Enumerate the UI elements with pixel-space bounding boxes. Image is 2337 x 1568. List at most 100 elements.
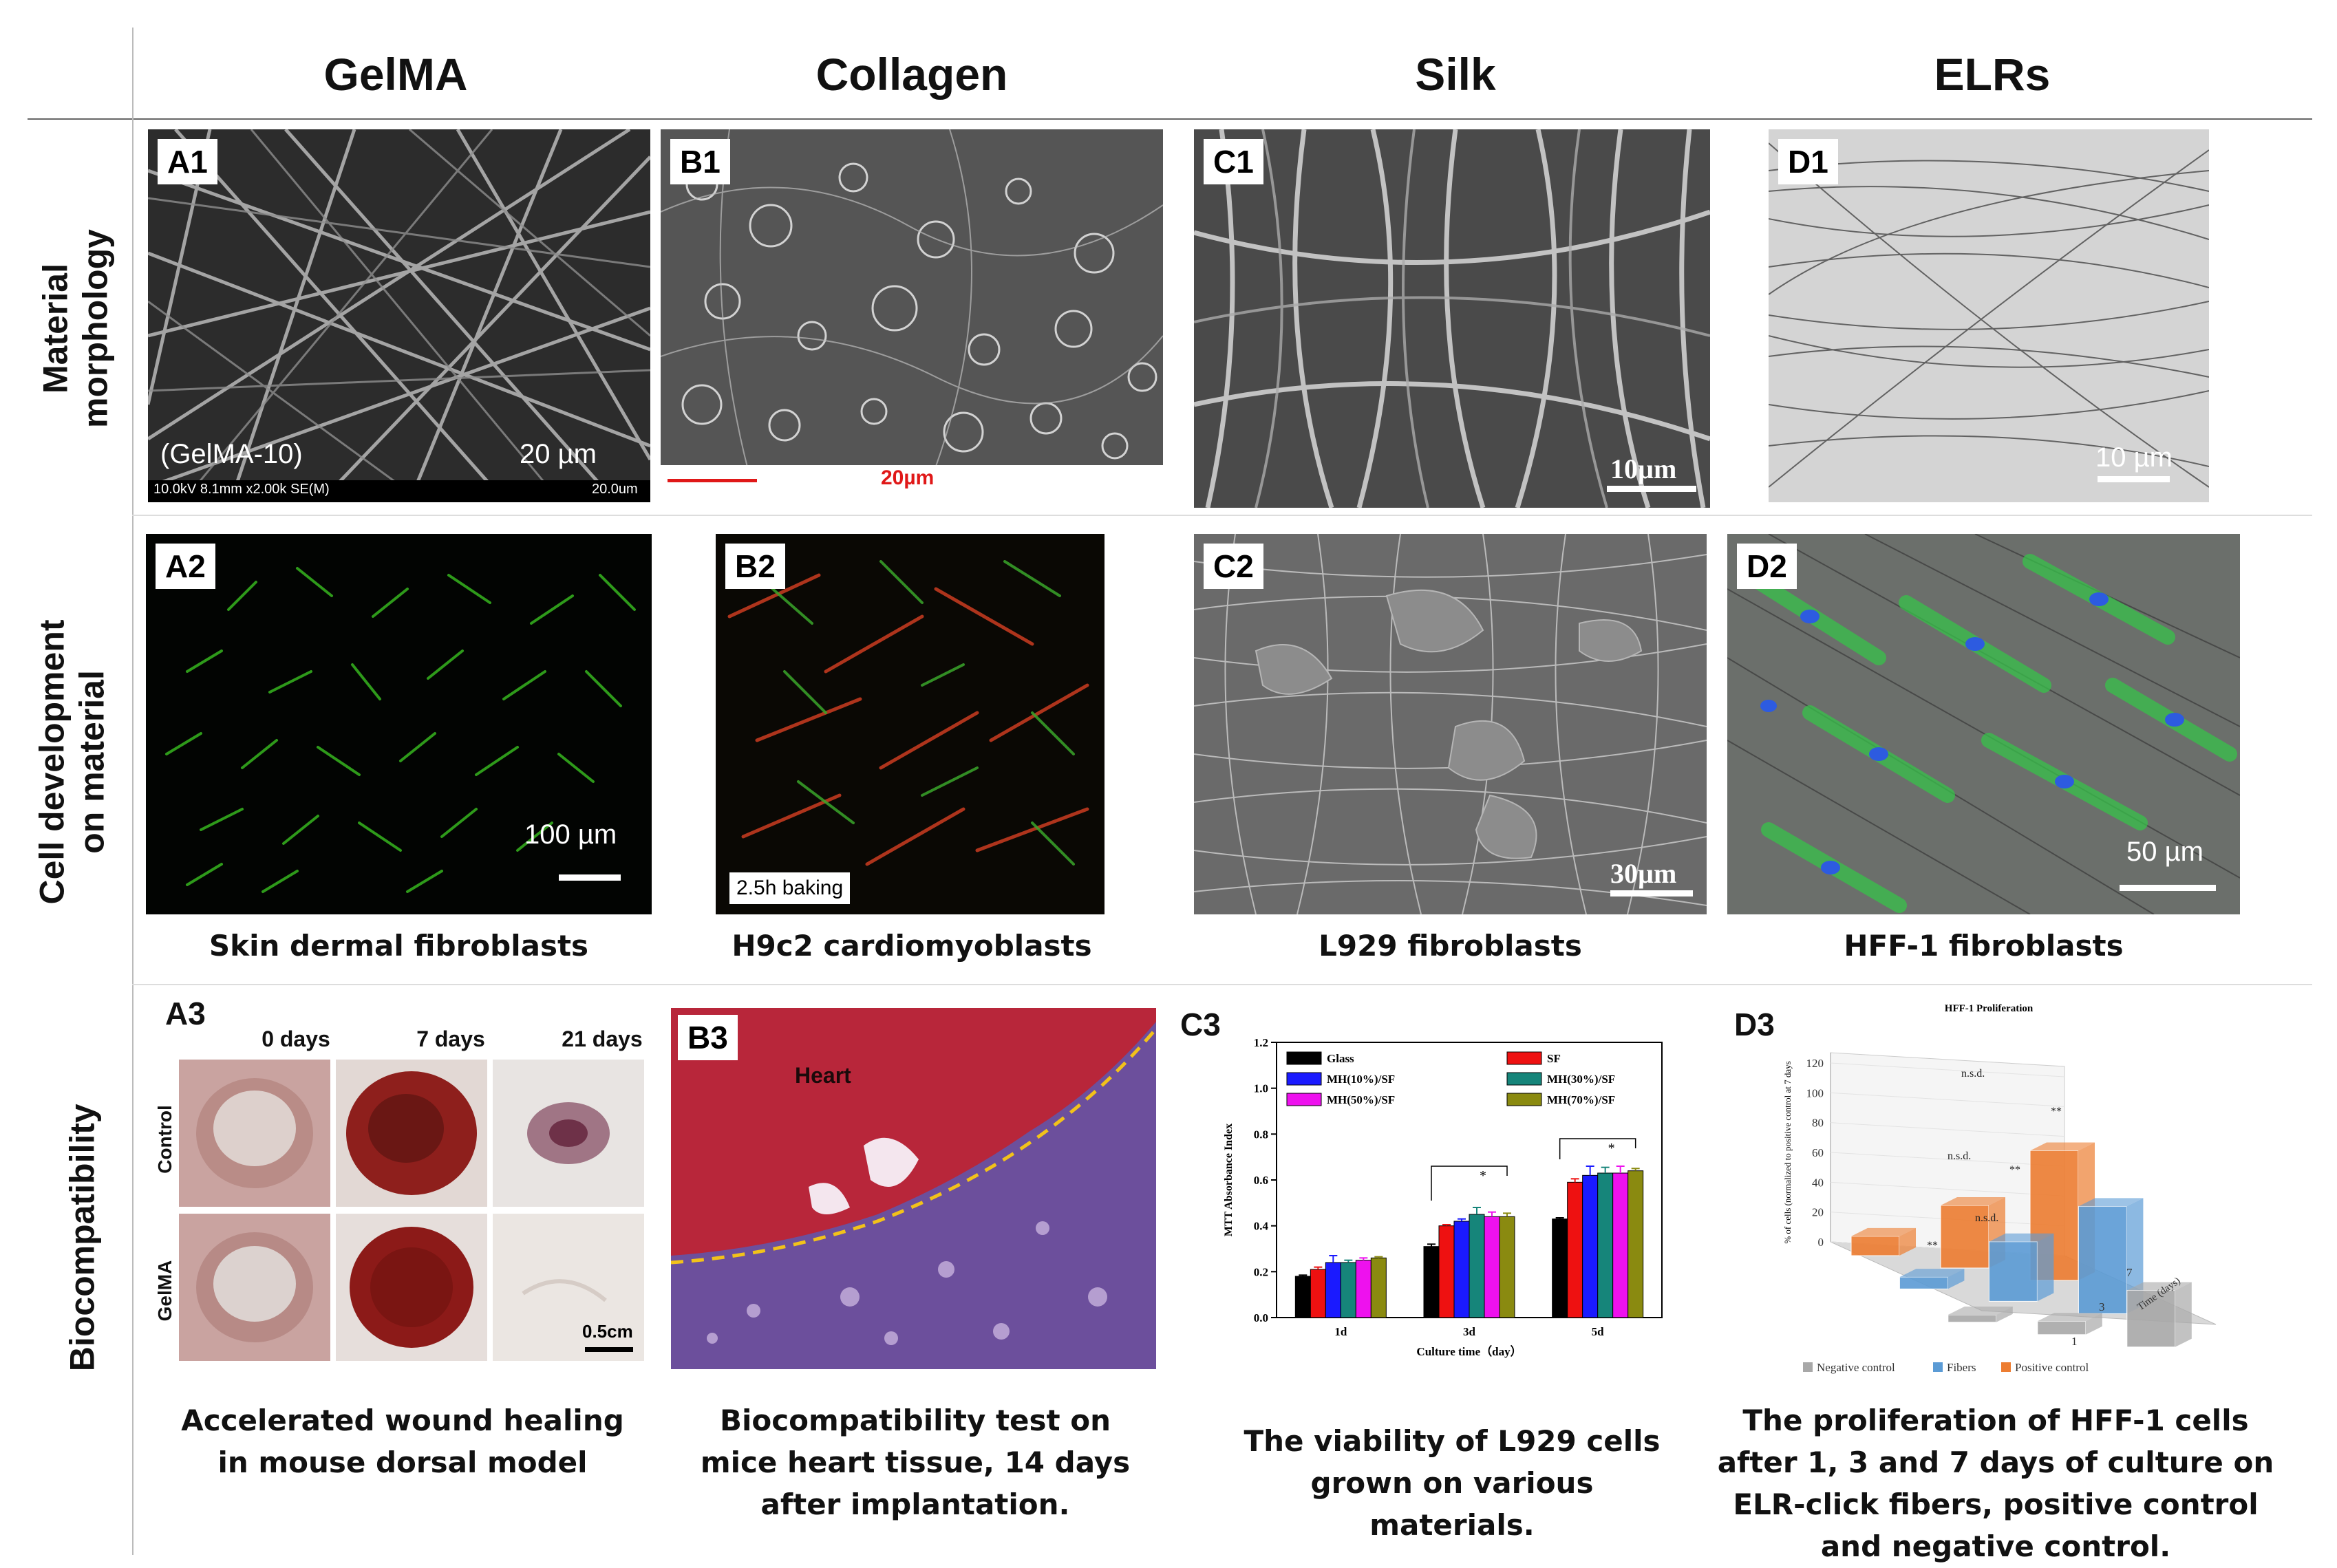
panel-b2-fluorescence: B2 2.5h baking [716, 534, 1105, 914]
c3-significance-star: * [1480, 1168, 1486, 1183]
c3-bar [1552, 1218, 1568, 1318]
c3-xtick-label: 3d [1463, 1325, 1476, 1338]
row-header-biocompatibility: Biocompatibility [63, 1031, 103, 1444]
row-header-morphology-text: Material morphology [36, 229, 115, 428]
d3-bar [1948, 1314, 1997, 1323]
column-header-gelma: GelMA [323, 49, 468, 100]
a3-time-0: 0 days [262, 1027, 330, 1051]
d3-xtick-label: 3 [2099, 1300, 2105, 1313]
a3-row-gelma-text: GelMA [154, 1260, 175, 1322]
d3-significance-label: ** [2009, 1164, 2020, 1176]
d3-significance-label: n.s.d. [1975, 1212, 1998, 1224]
d3-bar-top [1851, 1227, 1916, 1236]
d3-legend-swatch [2001, 1362, 2011, 1372]
d3-ytick-label: 40 [1812, 1176, 1824, 1189]
d3-bar [1850, 1236, 1900, 1256]
d3-bar [2126, 1289, 2176, 1348]
c2-scale-bar [1610, 890, 1693, 896]
c3-legend-label: MH(10%)/SF [1327, 1073, 1395, 1086]
b3-caption: Biocompatibility test on mice heart tiss… [700, 1404, 1131, 1521]
c3-legend-label: Glass [1327, 1052, 1354, 1065]
panel-label-c1: C1 [1204, 139, 1263, 184]
d3-legend-label: Positive control [2015, 1361, 2089, 1374]
d3-xtick-label: 7 [2126, 1266, 2133, 1279]
panel-d2-fluorescence: D2 50 µm [1727, 534, 2240, 914]
c3-legend-label: MH(30%)/SF [1547, 1073, 1615, 1086]
panel-label-b2: B2 [725, 544, 785, 589]
c3-bar [1453, 1221, 1470, 1318]
b2-red-green-cells [716, 534, 1105, 914]
d1-fiber-texture [1769, 129, 2209, 502]
d2-caption: HFF-1 fibroblasts [1844, 929, 2124, 963]
column-header-collagen: Collagen [815, 49, 1008, 100]
b2-caption: H9c2 cardiomyoblasts [732, 929, 1092, 963]
a1-scale-text: 20 µm [520, 439, 597, 469]
d3-bar [2078, 1205, 2127, 1314]
c3-xlabel: Culture time（day） [1416, 1344, 1522, 1358]
c2-scale-text: 30µm [1610, 858, 1677, 889]
d3-proliferation-3d-bar-chart: 0 20 40 60 80 100 120 % of cells (normalized to… [1782, 1003, 2217, 1374]
c3-bar [1325, 1262, 1341, 1318]
c3-ytick-label: 0.0 [1254, 1311, 1268, 1324]
a3-row-control: Control [154, 1077, 176, 1201]
a2-caption: Skin dermal fibroblasts [209, 929, 589, 963]
a1-fiber-texture [148, 129, 650, 502]
d3-bar-top [1899, 1269, 1965, 1278]
c1-scale-bar [1607, 486, 1696, 492]
row-header-biocompatibility-text: Biocompatibility [63, 1104, 102, 1372]
c3-legend-swatch [1286, 1093, 1322, 1106]
c3-bar [1370, 1257, 1387, 1318]
a1-sem-info: 10.0kV 8.1mm x2.00k SE(M) [153, 482, 330, 497]
c3-ytick-label: 1.2 [1254, 1036, 1268, 1049]
a3-time-21: 21 days [562, 1027, 643, 1051]
c3-ytick-label: 1.0 [1254, 1082, 1268, 1095]
panel-label-b3: B3 [678, 1015, 738, 1060]
panel-label-c2: C2 [1204, 544, 1263, 589]
header-rule [28, 118, 2312, 120]
c3-legend-swatch [1506, 1072, 1542, 1086]
d1-scale-bar [2098, 476, 2170, 482]
c3-legend-label: SF [1547, 1052, 1561, 1065]
d3-ylabel: % of cells (normalized to positive contr… [1782, 1061, 1793, 1243]
a3-scale-text: 0.5cm [582, 1321, 633, 1342]
c3-ylabel: MTT Absorbance Index [1223, 1124, 1235, 1236]
d2-cells-on-fibers [1727, 534, 2240, 914]
panel-label-a3: A3 [165, 996, 206, 1031]
c3-bar [1438, 1225, 1455, 1318]
d3-ytick-label: 20 [1812, 1206, 1824, 1219]
d3-gridline [1830, 1181, 2065, 1196]
d3-bar-side [1899, 1227, 1916, 1256]
c3-legend-swatch [1286, 1051, 1322, 1065]
c3-bar [1628, 1170, 1644, 1318]
panel-label-c3: C3 [1180, 1007, 1221, 1042]
c3-significance-bracket [1559, 1138, 1636, 1159]
d3-gridline [1830, 1152, 2065, 1167]
c3-bar [1582, 1174, 1599, 1318]
a1-sample-name: (GelMA-10) [160, 439, 303, 469]
c3-bar [1597, 1172, 1614, 1318]
a2-scale-bar [559, 874, 621, 881]
c3-mtt-bar-chart: 0.0 0.2 0.4 0.6 0.8 1.0 1.2 MTT Absorbance Inde… [1223, 1036, 1663, 1358]
c3-bar [1423, 1246, 1440, 1318]
c3-bar [1340, 1262, 1356, 1318]
c2-caption: L929 fibroblasts [1319, 929, 1582, 963]
c3-bar [1567, 1181, 1583, 1318]
row-header-cell-development: Cell development on material [33, 570, 112, 955]
c3-legend-label: MH(70%)/SF [1547, 1093, 1615, 1106]
c3-ytick-label: 0.8 [1254, 1128, 1268, 1141]
panel-b1-sem-image: B1 20µm [661, 129, 1163, 502]
d3-legend-swatch [1803, 1362, 1813, 1372]
panel-d1-sem-image: D1 10 µm [1769, 129, 2209, 502]
c3-bar [1469, 1214, 1485, 1318]
b2-condition-label: 2.5h baking [729, 872, 851, 904]
panel-label-d3: D3 [1734, 1007, 1775, 1042]
d3-gridline [1830, 1092, 2065, 1107]
a3-row-gelma: GelMA [154, 1229, 176, 1353]
a1-sem-info-scale: 20.0um [592, 482, 638, 497]
panel-a2-fluorescence: A2 100 µm [146, 534, 652, 914]
a3-row-control-text: Control [154, 1105, 175, 1174]
b3-he-stain [671, 1008, 1156, 1369]
column-header-silk: Silk [1415, 49, 1496, 100]
a2-scale-text: 100 µm [524, 819, 617, 850]
d3-bar-top [2037, 1313, 2102, 1322]
